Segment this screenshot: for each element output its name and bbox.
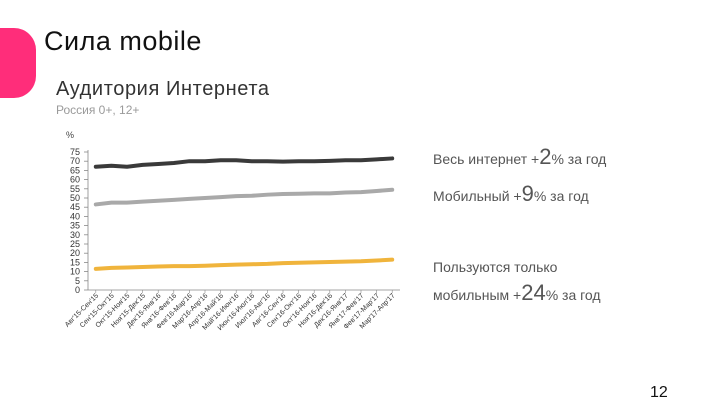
y-tick-label: 5 <box>75 276 80 286</box>
y-tick-label: 35 <box>70 221 80 231</box>
series-line-1 <box>93 187 395 207</box>
annotation-mobile-prefix: Мобильный + <box>433 188 522 204</box>
annotation-mobile: Мобильный +9% за год <box>433 183 589 207</box>
y-tick-label: 30 <box>70 230 80 240</box>
annotation-mobile-only: Пользуются только мобильным +24% за год <box>433 256 601 306</box>
y-tick-label: 70 <box>70 156 80 166</box>
annotation-mobile-value: 9 <box>521 181 534 206</box>
y-tick-label: 0 <box>75 285 80 295</box>
series-line-2 <box>93 257 395 271</box>
annotation-mobile-suffix: % за год <box>533 188 589 204</box>
slide-title: Сила mobile <box>44 26 202 56</box>
annotation-mobile-only-prefix: мобильным + <box>433 287 522 303</box>
y-tick-label: 40 <box>70 211 80 221</box>
annotation-mobile-only-suffix: % за год <box>545 287 601 303</box>
chart-subtitle: Россия 0+, 12+ <box>56 103 140 117</box>
y-tick-label: 20 <box>70 248 80 258</box>
accent-bar <box>0 28 36 98</box>
annotation-mobile-only-value: 24 <box>521 280 546 305</box>
page-number: 12 <box>650 384 668 401</box>
annotation-total-suffix: % за год <box>551 151 607 167</box>
y-tick-label: 75 <box>70 147 80 157</box>
y-tick-label: 55 <box>70 184 80 194</box>
annotation-total-prefix: Весь интернет + <box>433 151 540 167</box>
y-tick-label: 50 <box>70 193 80 203</box>
y-axis-label: % <box>66 130 74 140</box>
y-tick-label: 10 <box>70 267 80 277</box>
annotation-total-value: 2 <box>539 144 552 169</box>
chart-title: Аудитория Интернета <box>56 78 270 100</box>
y-tick-label: 45 <box>70 202 80 212</box>
y-tick-label: 25 <box>70 239 80 249</box>
series-line-0 <box>93 156 395 169</box>
annotation-total-internet: Весь интернет +2% за год <box>433 146 606 170</box>
y-tick-label: 60 <box>70 175 80 185</box>
y-tick-label: 65 <box>70 165 80 175</box>
y-tick-label: 15 <box>70 257 80 267</box>
annotation-mobile-only-line1: Пользуются только <box>433 259 558 275</box>
